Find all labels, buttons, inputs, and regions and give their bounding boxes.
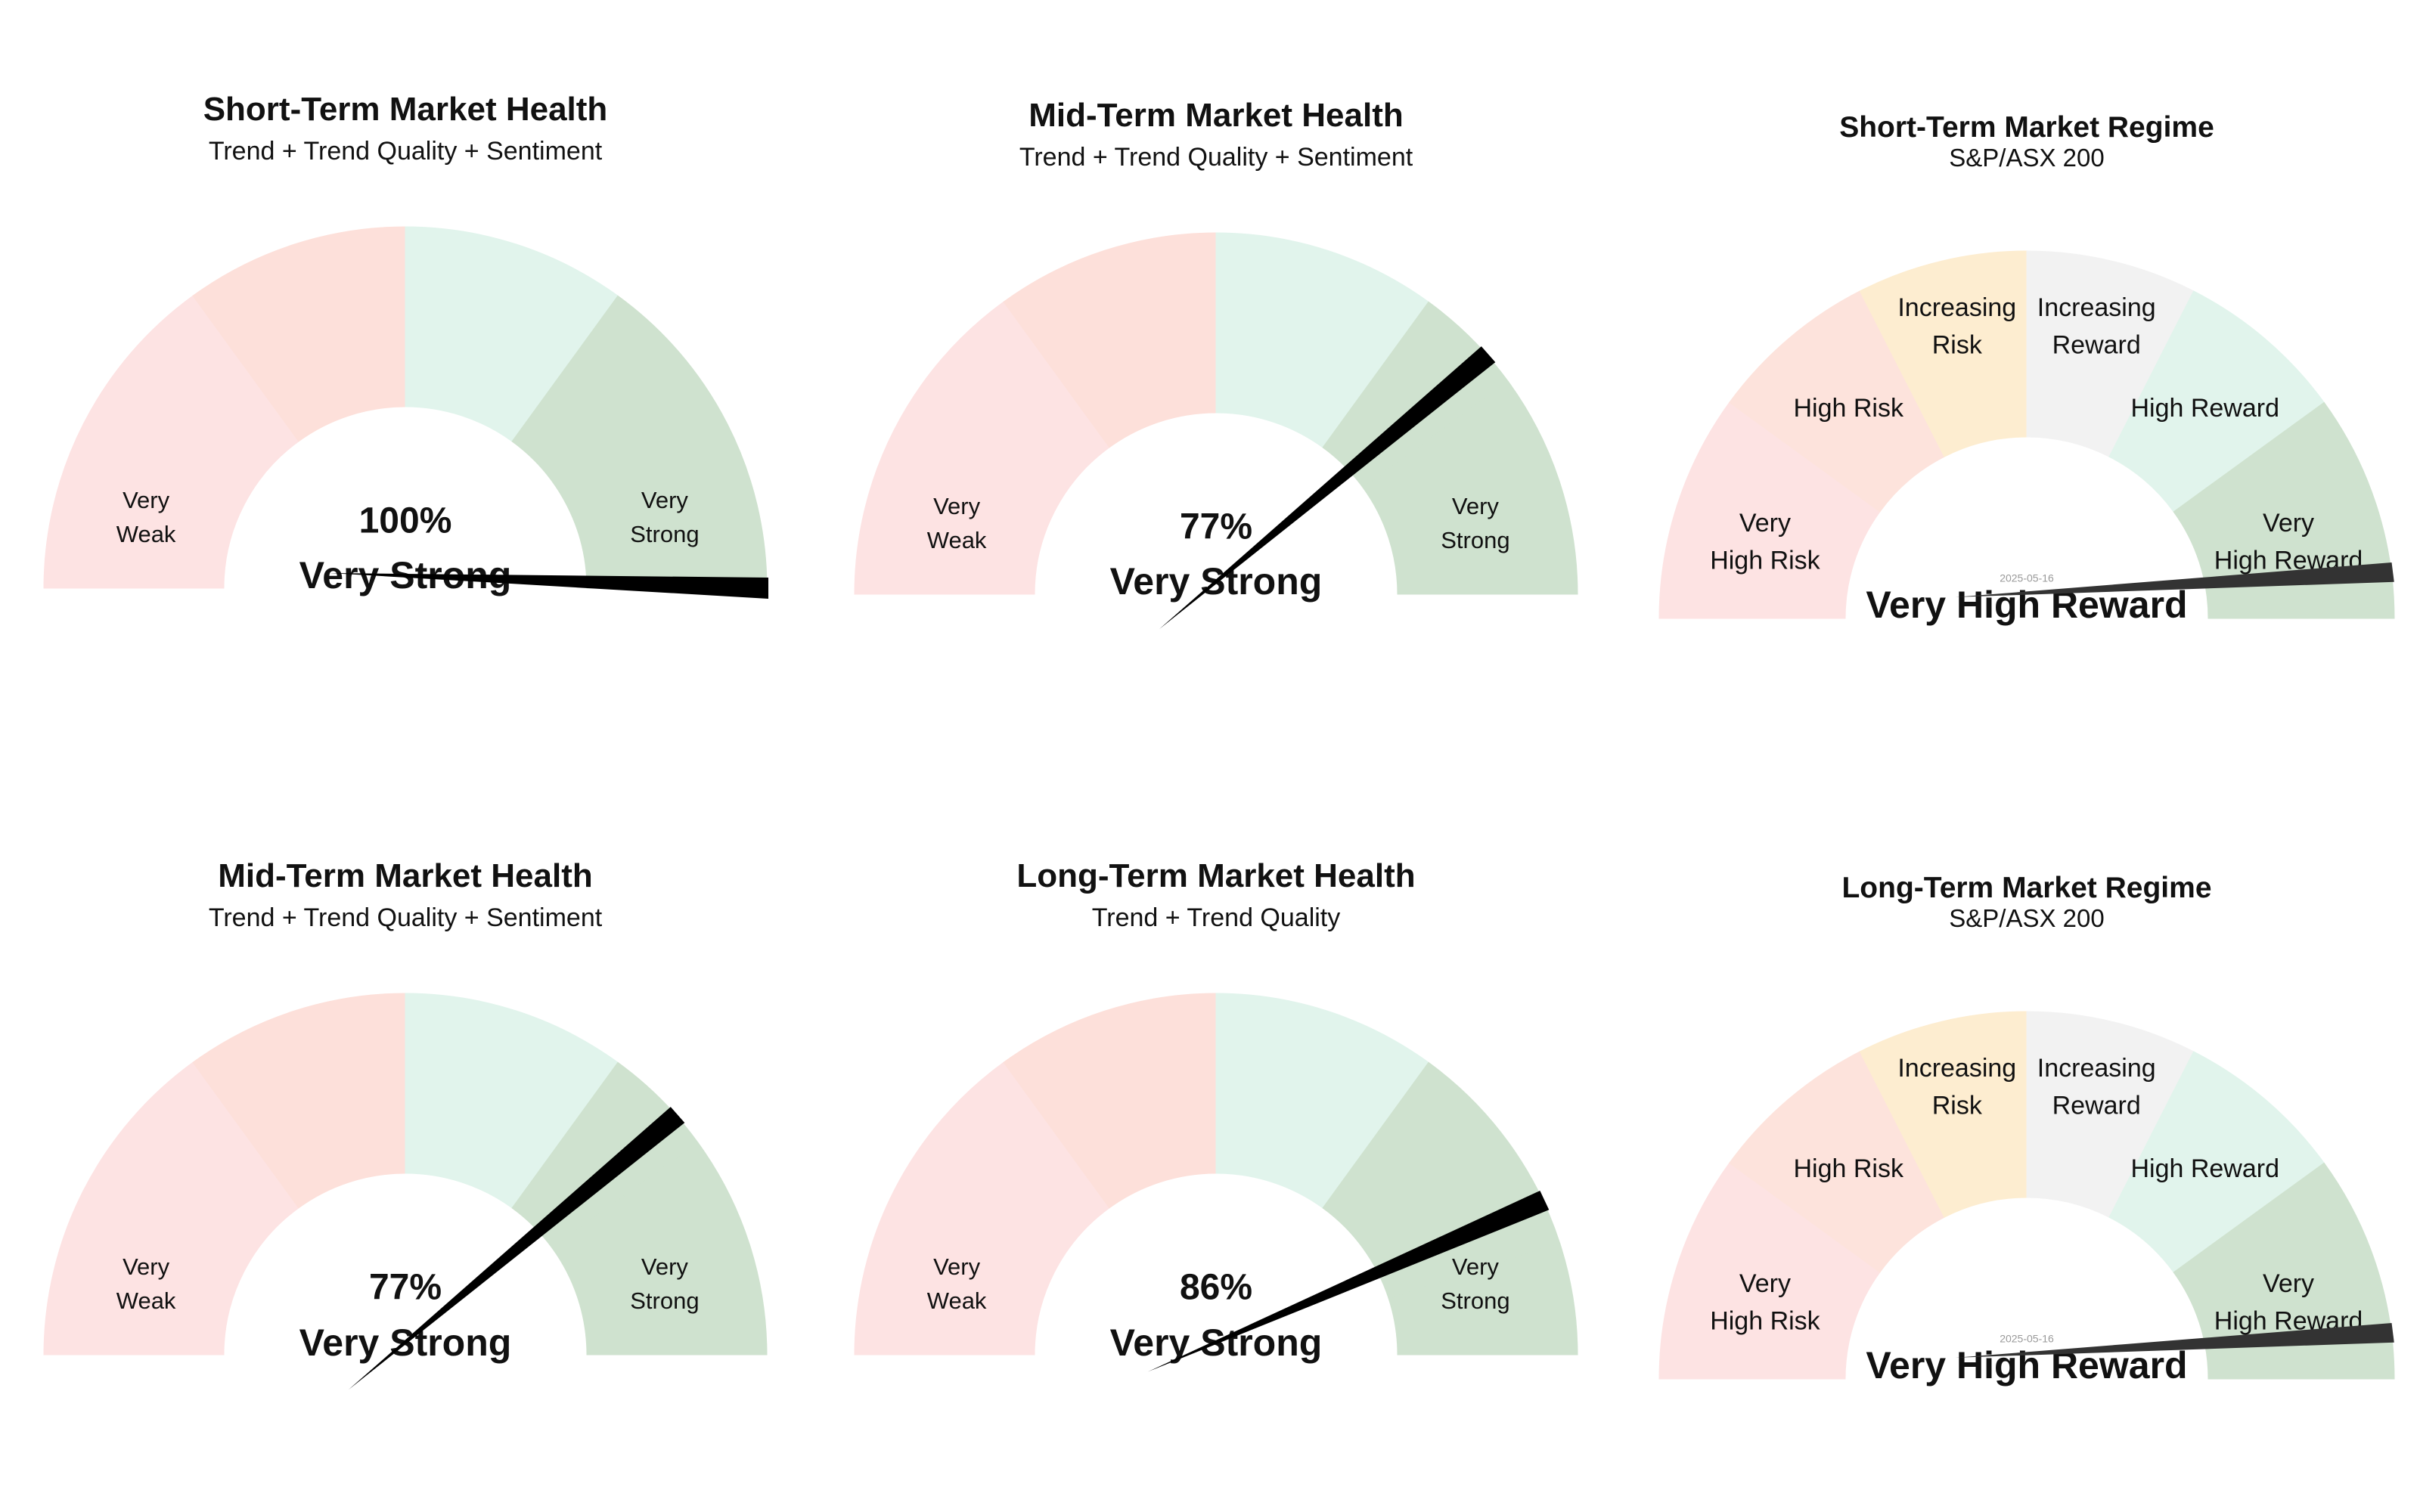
gauge-band-1 [1003,232,1217,448]
gauge-subtitle: Trend + Trend Quality + Sentiment [1019,143,1413,172]
gauge-band-label: Weak [116,521,176,547]
gauge-needle [1955,1322,2394,1358]
gauge-band-2 [1215,993,1429,1209]
gauge-svg: Very High Risk High Risk Increasing Risk Incr… [1658,250,2395,626]
gauge-band-label: Reward [2052,331,2141,360]
gauge-band-1 [192,226,406,442]
gauge-band-label: Very [1452,1253,1500,1280]
gauge-band-0 [1658,401,1881,619]
gauge-panel-long-term-regime: Long-Term Market Regime S&P/ASX 200 Very… [1618,0,2420,1512]
gauge-title: Long-Term Market Health [1016,857,1416,895]
gauge-value-label: 77% [1180,507,1252,547]
gauge-band-0 [854,301,1110,595]
gauge-band-label: Very [2263,509,2314,538]
gauge-band-5 [2173,1162,2395,1380]
gauge-band-label: Increasing [1897,293,2016,322]
gauge-band-label: High Risk [1710,1306,1820,1335]
gauge-band-label: Very [641,487,689,513]
gauge-date-label: 2025-05-16 [2000,572,2054,584]
gauge-title: Mid-Term Market Health [218,857,593,895]
gauge-band-label: High Risk [1794,394,1904,423]
gauge-band-label: Reward [2052,1092,2141,1120]
gauge-band-5 [2173,401,2395,619]
gauge-band-0 [1658,1162,1881,1380]
gauge-band-label: Very [1452,493,1500,519]
gauge-band-label: Strong [630,1287,699,1314]
gauge-band-3 [1322,1061,1561,1300]
gauge-date-label: 2025-05-16 [2000,1333,2054,1345]
gauge-title: Mid-Term Market Health [1028,97,1404,135]
gauge-band-label: Very [933,1253,981,1280]
gauge-subtitle: S&P/ASX 200 [1949,904,2105,933]
gauge-value-label: 86% [1180,1268,1252,1308]
gauge-band-label: Weak [116,1287,176,1314]
gauge-band-label: Weak [927,527,987,553]
gauge-band-1 [192,993,406,1209]
gauge-value-label: 100% [359,501,452,541]
gauge-band-1 [1003,993,1217,1209]
gauge-band-0 [43,1061,299,1356]
gauge-band-3 [511,295,768,589]
gauge-panel-short-term-regime: Short-Term Market Regime S&P/ASX 200 Ver… [1618,0,2420,1512]
gauge-band-label: High Risk [1710,546,1820,575]
gauge-band-label: Very [2263,1269,2314,1298]
gauge-panel-long-term-health: Long-Term Market Health Trend + Trend Qu… [808,0,1624,1512]
gauge-needle [1955,562,2394,597]
gauge-band-0 [43,295,299,589]
gauge-band-label: Strong [630,521,699,547]
gauge-band-label: Increasing [2037,1054,2156,1083]
gauge-needle [348,1107,685,1390]
gauge-band-4 [1388,1242,1578,1356]
gauge-band-2 [1215,232,1429,448]
gauge-subtitle: Trend + Trend Quality + Sentiment [208,903,603,933]
gauge-band-label: Very [1739,1269,1791,1298]
gauge-band-4 [551,1142,768,1356]
gauge-panel-mid-term-health-top: Mid-Term Market Health Trend + Trend Qua… [808,0,1624,1512]
gauge-band-2 [405,226,619,442]
gauge-value-label: 77% [369,1268,442,1308]
gauge-band-label: Very [123,1253,170,1280]
gauge-band-2 [405,993,619,1209]
gauge-title: Short-Term Market Health [203,91,608,129]
gauge-needle [1147,1190,1550,1372]
gauge-svg: Very High Risk High Risk Increasing Risk Incr… [1658,1011,2395,1387]
gauge-panel-short-term-health: Short-Term Market Health Trend + Trend Q… [0,0,814,1512]
gauge-subtitle: Trend + Trend Quality [1091,903,1341,933]
gauge-title: Short-Term Market Regime [1839,110,2214,144]
gauge-band-label: Increasing [2037,293,2156,322]
gauge-band-label: Very [641,1253,689,1280]
gauge-band-0 [854,1061,1110,1356]
gauge-band-label: Increasing [1897,1054,2016,1083]
gauge-needle [1159,346,1496,630]
gauge-band-label: Strong [1441,1287,1509,1314]
gauge-subtitle: Trend + Trend Quality + Sentiment [208,137,603,166]
gauge-band-4 [1362,381,1578,595]
gauge-band-label: Weak [927,1287,987,1314]
gauge-band-label: Risk [1932,331,1983,360]
gauge-title: Long-Term Market Regime [1841,871,2212,904]
gauge-band-label: Strong [1441,527,1509,553]
gauge-band-label: High Reward [2130,394,2279,423]
gauge-panel-mid-term-health-bottom: Mid-Term Market Health Trend + Trend Qua… [0,0,814,1512]
gauge-band-label: Very [123,487,170,513]
gauge-band-label: High Risk [1794,1154,1904,1183]
gauge-band-label: High Reward [2130,1154,2279,1183]
gauge-needle [330,573,768,599]
gauge-band-label: Risk [1932,1092,1983,1120]
gauge-band-label: Very [1739,509,1791,538]
gauge-subtitle: S&P/ASX 200 [1949,144,2105,172]
gauge-band-label: Very [933,493,981,519]
